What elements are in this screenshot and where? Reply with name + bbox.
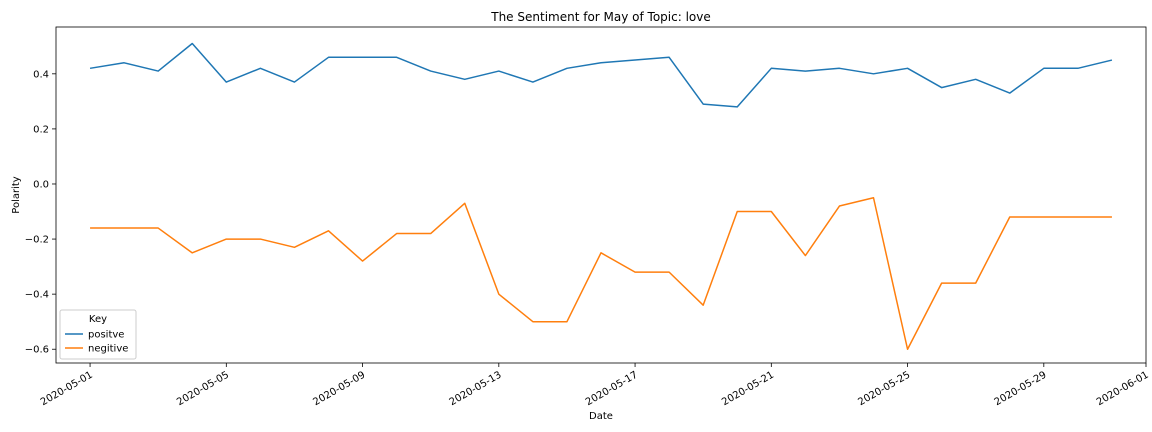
legend-title: Key — [89, 314, 107, 325]
x-tick-label: 2020-05-29 — [993, 370, 1049, 409]
y-tick-label: −0.4 — [25, 290, 49, 301]
legend-box — [59, 309, 137, 360]
series-line-negitive — [90, 197, 1112, 350]
x-tick-label: 2020-05-25 — [856, 370, 912, 409]
legend: Key positve negitive — [59, 309, 137, 360]
x-tick-label: 2020-05-09 — [311, 370, 367, 409]
y-tick-label: −0.6 — [25, 345, 49, 356]
plot-area — [89, 42, 1113, 350]
series-line-positve — [89, 42, 1113, 108]
x-axis-label: Date — [589, 411, 613, 422]
y-tick-label: 0.2 — [33, 124, 49, 135]
x-tick-label: 2020-05-21 — [720, 370, 776, 409]
y-axis: 0.4 0.2 0.0 −0.2 −0.4 −0.6 — [25, 69, 56, 356]
x-tick-label: 2020-05-17 — [584, 370, 640, 409]
x-tick-label: 2020-05-05 — [175, 370, 231, 409]
y-tick-label: 0.4 — [33, 69, 49, 80]
x-tick-label: 2020-06-01 — [1095, 370, 1151, 409]
y-tick-label: 0.0 — [33, 179, 49, 190]
x-axis: 2020-05-01 2020-05-05 2020-05-09 2020-05-13… — [39, 363, 1151, 408]
x-tick-label: 2020-05-01 — [39, 370, 95, 409]
chart-title: The Sentiment for May of Topic: love — [490, 10, 711, 24]
legend-label-negitive: negitive — [88, 344, 128, 355]
legend-label-positve: positve — [88, 330, 124, 341]
y-axis-label: Polarity — [11, 176, 22, 214]
y-tick-label: −0.2 — [25, 235, 49, 246]
plot-frame — [55, 26, 1147, 364]
x-tick-label: 2020-05-13 — [448, 370, 504, 409]
